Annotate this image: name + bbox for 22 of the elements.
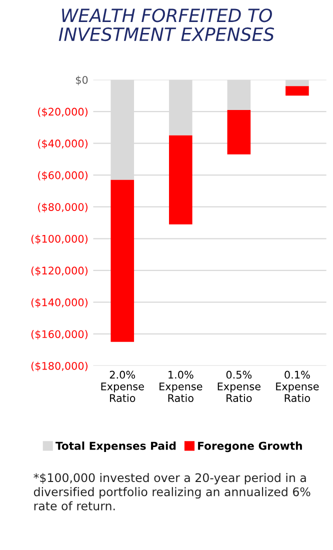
y-tick-label: ($120,000): [31, 266, 88, 276]
bar: [110, 180, 134, 342]
y-tick-label: ($160,000): [31, 330, 88, 340]
y-tick-label: ($80,000): [38, 202, 88, 212]
y-tick-label: ($40,000): [38, 139, 88, 149]
x-tick-label: 1.0% Expense Ratio: [160, 370, 202, 402]
y-tick-label: $0: [76, 76, 88, 86]
chart-title: WEALTH FORFEITED TO INVESTMENT EXPENSES: [58, 8, 274, 42]
legend-label: Total Expenses Paid: [56, 442, 176, 452]
text: *$100,000 invested over a 20-year period in a diversified portfolio realizing an annualized 6% rate of return.: [34, 473, 310, 510]
bar: [227, 110, 251, 154]
y-tick-label: ($60,000): [38, 171, 88, 181]
y-tick-label: ($100,000): [31, 234, 88, 244]
bar: [169, 135, 192, 224]
y-tick-label: ($180,000): [31, 362, 88, 372]
y-tick-label: ($140,000): [31, 298, 88, 308]
x-tick-label: 0.5% Expense Ratio: [218, 370, 260, 402]
x-tick-label: 0.1% Expense Ratio: [276, 370, 319, 402]
legend-label: Foregone Growth: [198, 442, 302, 452]
x-tick-label: 2.0% Expense Ratio: [101, 370, 144, 402]
y-tick-label: ($20,000): [38, 108, 88, 118]
bar: [286, 86, 309, 96]
